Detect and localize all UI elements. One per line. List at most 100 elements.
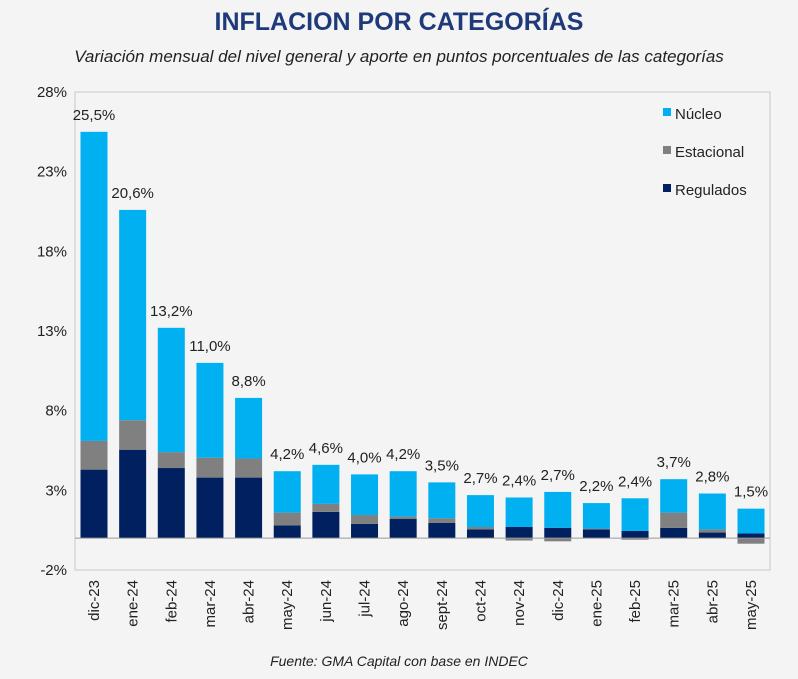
bar-segment-nucleo [698, 493, 726, 530]
bar-segment-estacional [466, 526, 494, 530]
bar-segment-estacional [621, 538, 649, 540]
bar-segment-nucleo [544, 491, 572, 528]
y-tick-label: 3% [45, 482, 67, 499]
legend-swatch [663, 146, 671, 154]
source-note: Fuente: GMA Capital con base en INDEC [270, 653, 528, 669]
bar-segment-nucleo [119, 209, 147, 421]
bar-segment-regulados [698, 532, 726, 539]
y-tick-label: 8% [45, 403, 67, 420]
data-label: 11,0% [189, 338, 230, 355]
bar-segment-regulados [273, 525, 301, 539]
bar-segment-regulados [157, 468, 185, 539]
bar-segment-regulados [235, 477, 263, 539]
bar-segment-estacional [428, 518, 456, 523]
bar-segment-estacional [582, 528, 610, 530]
bar-segment-regulados [428, 522, 456, 539]
bar-segment-regulados [660, 527, 688, 539]
x-tick-label: mar-24 [202, 580, 219, 628]
bar-segment-estacional [737, 538, 765, 544]
x-tick-label: abr-24 [241, 580, 258, 623]
legend-label: Núcleo [675, 106, 722, 123]
bar-segment-regulados [119, 449, 147, 539]
data-label: 1,5% [734, 484, 768, 501]
bar-segment-nucleo [235, 397, 263, 459]
bar-segment-estacional [119, 420, 147, 450]
x-tick-label: may-25 [743, 580, 760, 630]
y-tick-label: 23% [37, 164, 67, 181]
x-tick-label: sept-24 [434, 580, 451, 630]
bar-segment-nucleo [466, 495, 494, 527]
data-label: 4,0% [347, 449, 381, 466]
x-tick-label: oct-24 [472, 580, 489, 622]
bar-segment-nucleo [505, 497, 533, 527]
x-tick-label: ago-24 [395, 580, 412, 627]
bar-segment-estacional [698, 529, 726, 533]
x-tick-label: may-24 [279, 580, 296, 630]
data-label: 2,7% [463, 470, 497, 487]
bar-segment-estacional [157, 452, 185, 469]
bar-segment-nucleo [351, 474, 379, 516]
data-label: 20,6% [111, 185, 154, 202]
bar-segment-estacional [273, 512, 301, 526]
bar-segment-nucleo [80, 131, 108, 441]
bar-segment-estacional [312, 503, 340, 512]
chart-subtitle: Variación mensual del nivel general y ap… [74, 47, 724, 66]
bar-segment-regulados [544, 527, 572, 539]
bar-segment-estacional [196, 457, 224, 478]
x-tick-label: ene-24 [125, 580, 142, 627]
data-label: 8,8% [231, 373, 265, 390]
bar-segment-estacional [660, 512, 688, 528]
bar-segment-regulados [312, 511, 340, 539]
legend-swatch [663, 108, 671, 116]
y-tick-label: 13% [37, 323, 67, 340]
bar-segment-nucleo [737, 508, 765, 534]
bar-segment-estacional [80, 440, 108, 470]
x-tick-label: feb-25 [627, 580, 644, 623]
x-tick-label: jun-24 [318, 580, 335, 623]
data-label: 2,4% [618, 473, 652, 490]
data-label: 2,2% [579, 478, 613, 495]
x-tick-label: mar-25 [666, 580, 683, 628]
bar-segment-estacional [544, 538, 572, 542]
x-tick-label: abr-25 [704, 580, 721, 623]
bar-segment-nucleo [582, 503, 610, 529]
data-label: 3,7% [657, 454, 691, 471]
bar-segment-regulados [389, 519, 417, 539]
data-label: 2,7% [541, 467, 575, 484]
x-tick-label: nov-24 [511, 580, 528, 626]
bar-segment-estacional [351, 515, 379, 524]
bar-segment-estacional [505, 538, 533, 541]
bar-segment-nucleo [273, 471, 301, 513]
data-label: 3,5% [425, 457, 459, 474]
bar-segment-nucleo [312, 464, 340, 504]
data-label: 25,5% [73, 107, 116, 124]
bar-segment-nucleo [389, 471, 417, 517]
bar-segment-estacional [235, 458, 263, 478]
plot-frame [74, 91, 771, 571]
bar-segment-nucleo [196, 362, 224, 458]
data-label: 2,4% [502, 473, 536, 490]
bar-segment-regulados [737, 533, 765, 539]
data-label: 4,2% [270, 446, 304, 463]
data-label: 2,8% [695, 469, 729, 486]
legend-label: Estacional [675, 144, 744, 161]
bar-segment-regulados [621, 530, 649, 539]
bar-segment-regulados [466, 529, 494, 539]
y-tick-label: -2% [40, 562, 67, 579]
bar-segment-nucleo [621, 498, 649, 531]
x-tick-label: ene-25 [588, 580, 605, 627]
bar-segment-regulados [351, 523, 379, 539]
bar-segment-regulados [505, 526, 533, 539]
bar-segment-nucleo [660, 479, 688, 513]
bar-segment-estacional [389, 516, 417, 520]
bar-segment-nucleo [428, 482, 456, 519]
y-tick-label: 18% [37, 243, 67, 260]
x-tick-label: dic-23 [86, 580, 103, 621]
chart-title: INFLACION POR CATEGORÍAS [214, 8, 584, 36]
bar-segment-regulados [582, 529, 610, 539]
x-tick-label: feb-24 [163, 580, 180, 623]
bar-segment-regulados [80, 469, 108, 539]
data-label: 4,2% [386, 446, 420, 463]
x-tick-label: dic-24 [550, 580, 567, 621]
